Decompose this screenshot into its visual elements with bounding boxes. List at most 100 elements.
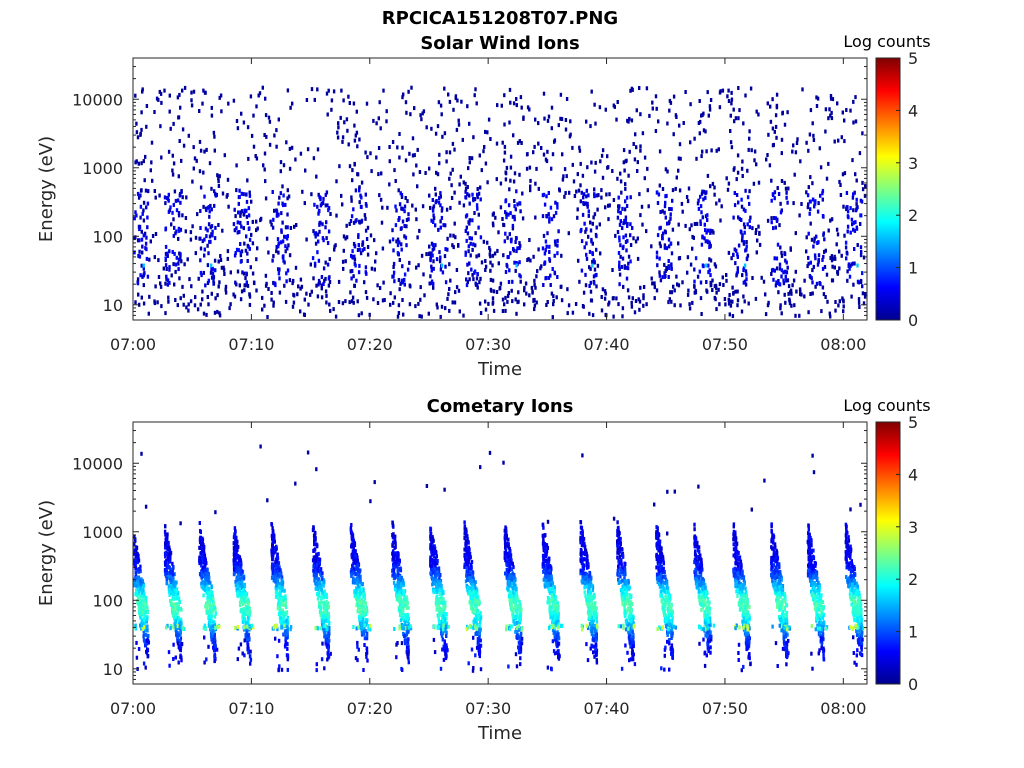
spectrogram-cell — [757, 224, 760, 229]
spectrogram-cell — [269, 219, 272, 224]
spectrogram-cell — [794, 150, 798, 155]
spectrogram-cell — [548, 216, 551, 221]
spectrogram-cell — [592, 274, 596, 279]
spectrogram-cell — [702, 197, 705, 202]
spectrogram-cell — [702, 111, 705, 116]
spectrogram-cell — [488, 245, 491, 250]
spectrogram-cell — [172, 592, 175, 597]
spectrogram-cell — [209, 614, 212, 619]
spectrogram-cell — [809, 292, 812, 296]
spectrogram-cell — [668, 98, 672, 103]
spectrogram-cell — [821, 188, 825, 193]
spectrogram-cell — [629, 243, 633, 247]
spectrogram-cell — [224, 287, 227, 292]
spectrogram-cell — [787, 284, 791, 289]
spectrogram-cell — [558, 188, 561, 193]
spectrogram-cell — [424, 171, 427, 175]
spectrogram-cell — [180, 158, 183, 163]
spectrogram-cell — [640, 204, 644, 209]
spectrogram-cell — [237, 646, 241, 651]
spectrogram-cell — [743, 299, 746, 304]
spectrogram-cell — [615, 117, 618, 122]
spectrogram-cell — [398, 155, 401, 160]
spectrogram-cell — [793, 172, 796, 177]
spectrogram-cell — [282, 615, 286, 620]
spectrogram-cell — [821, 257, 824, 262]
spectrogram-cell — [590, 160, 593, 165]
spectrogram-cell — [518, 246, 521, 250]
spectrogram-cell — [406, 639, 410, 644]
spectrogram-cell — [177, 660, 180, 665]
spectrogram-cell — [431, 198, 434, 202]
spectrogram-cell — [281, 184, 284, 189]
spectrogram-cell — [353, 543, 357, 548]
spectrogram-cell — [816, 209, 820, 214]
spectrogram-cell — [671, 198, 674, 203]
spectrogram-cell — [202, 88, 205, 93]
spectrogram-cell — [275, 245, 278, 249]
spectrogram-cell — [688, 227, 691, 232]
spectrogram-cell — [237, 580, 241, 585]
spectrogram-cell — [199, 226, 202, 230]
spectrogram-cell — [758, 230, 761, 235]
spectrogram-cell — [834, 300, 837, 304]
spectrogram-cell — [199, 551, 202, 556]
spectrogram-cell — [678, 123, 681, 128]
spectrogram-cell — [315, 542, 318, 547]
spectrogram-cell — [168, 280, 171, 285]
spectrogram-cell — [736, 255, 739, 259]
spectrogram-cell — [549, 273, 552, 278]
spectrogram-cell — [512, 179, 516, 184]
spectrogram-cell — [815, 281, 819, 286]
spectrogram-cell — [563, 167, 567, 172]
spectrogram-cell — [859, 253, 863, 258]
spectrogram-cell — [391, 554, 395, 559]
spectrogram-cell — [678, 188, 682, 193]
spectrogram-cell — [634, 299, 638, 303]
spectrogram-cell — [734, 261, 737, 266]
spectrogram-cell — [202, 593, 205, 598]
spectrogram-cell — [138, 579, 141, 583]
spectrogram-cell — [440, 633, 444, 638]
spectrogram-cell — [145, 104, 149, 108]
spectrogram-cell — [164, 572, 167, 577]
spectrogram-cell — [492, 289, 496, 294]
spectrogram-cell — [457, 288, 461, 293]
spectrogram-cell — [199, 246, 203, 251]
spectrogram-cell — [531, 290, 534, 295]
spectrogram-cell — [203, 247, 206, 252]
spectrogram-cell — [479, 276, 482, 281]
spectrogram-cell — [330, 107, 333, 112]
colorbar-tick-label: 1 — [908, 259, 918, 278]
spectrogram-cell — [366, 155, 369, 160]
spectrogram-cell — [526, 152, 529, 157]
spectrogram-cell — [278, 290, 282, 295]
spectrogram-cell — [445, 150, 448, 155]
spectrogram-cell — [854, 208, 858, 213]
spectrogram-cell — [484, 307, 488, 312]
spectrogram-cell — [686, 270, 689, 275]
spectrogram-cell — [430, 545, 434, 549]
spectrogram-cell — [451, 167, 454, 172]
spectrogram-cell — [172, 217, 175, 222]
spectrogram-cell — [808, 211, 811, 216]
spectrogram-cell — [523, 302, 526, 307]
spectrogram-cell — [204, 626, 207, 631]
spectrogram-cell — [278, 606, 281, 611]
spectrogram-cell — [239, 297, 243, 302]
spectrogram-cell — [359, 251, 363, 256]
spectrogram-cell — [143, 639, 146, 644]
spectrogram-cell — [313, 263, 317, 268]
spectrogram-cell — [776, 242, 780, 247]
spectrogram-cell — [313, 542, 316, 547]
spectrogram-cell — [236, 561, 240, 566]
spectrogram-cell — [441, 270, 445, 275]
spectrogram-cell — [199, 270, 203, 275]
spectrogram-cell — [852, 192, 855, 197]
spectrogram-cell — [516, 246, 519, 251]
spectrogram-cell — [708, 107, 712, 112]
spectrogram-cell — [239, 210, 242, 215]
spectrogram-cell — [138, 587, 142, 591]
spectrogram-cell — [535, 300, 538, 305]
spectrogram-cell — [421, 111, 424, 116]
